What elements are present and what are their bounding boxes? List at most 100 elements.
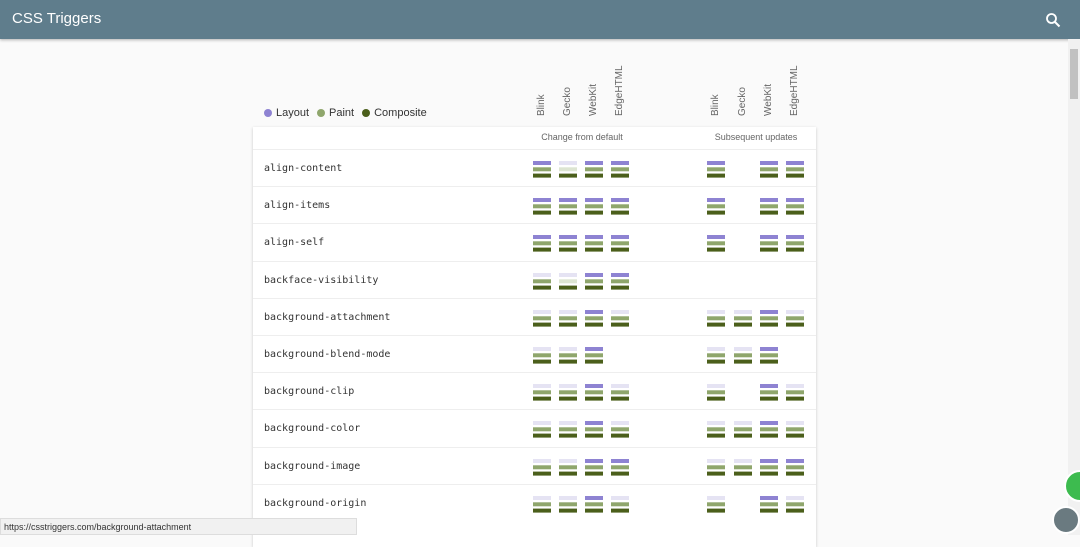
- trigger-stripe: [786, 508, 804, 513]
- trigger-icon: [760, 161, 778, 178]
- trigger-icon: [611, 495, 629, 513]
- trigger-stripe: [585, 353, 603, 358]
- trigger-stripe: [533, 322, 551, 327]
- trigger-icon: [559, 384, 577, 401]
- trigger-table: Change from default Subsequent updates ali…: [253, 127, 816, 547]
- trigger-stripe: [734, 464, 752, 469]
- trigger-stripe: [585, 235, 603, 240]
- trigger-stripe: [734, 309, 752, 314]
- trigger-stripe: [611, 316, 629, 321]
- trigger-stripe: [585, 204, 603, 209]
- trigger-icon: [559, 198, 577, 215]
- trigger-stripe: [585, 322, 603, 327]
- legend-dot: [264, 108, 272, 117]
- trigger-icon: [760, 309, 778, 327]
- trigger-icon: [559, 458, 577, 476]
- trigger-stripe: [707, 458, 725, 463]
- trigger-stripe: [585, 384, 603, 389]
- engine-label: EdgeHTML: [614, 65, 625, 116]
- trigger-stripe: [707, 464, 725, 469]
- trigger-stripe: [585, 210, 603, 215]
- trigger-icon: [786, 309, 804, 327]
- trigger-stripe: [559, 396, 577, 401]
- trigger-stripe: [760, 173, 778, 178]
- trigger-stripe: [734, 421, 752, 426]
- trigger-stripe: [786, 322, 804, 327]
- trigger-icon: [760, 495, 778, 513]
- trigger-icon: [707, 421, 725, 438]
- trigger-icon: [760, 198, 778, 215]
- trigger-stripe: [786, 464, 804, 469]
- legend-dot: [362, 108, 371, 117]
- property-name: align-self: [264, 237, 325, 249]
- trigger-stripe: [760, 316, 778, 321]
- trigger-icon: [786, 235, 804, 252]
- trigger-stripe: [707, 347, 725, 351]
- property-name: background-image: [264, 460, 361, 472]
- trigger-stripe: [559, 278, 577, 283]
- trigger-stripe: [533, 210, 551, 215]
- trigger-stripe: [533, 161, 551, 165]
- trigger-stripe: [786, 421, 804, 426]
- trigger-stripe: [559, 198, 577, 203]
- trigger-stripe: [786, 241, 804, 246]
- trigger-stripe: [533, 204, 551, 209]
- trigger-stripe: [559, 210, 577, 215]
- trigger-stripe: [533, 198, 551, 203]
- property-name: background-blend-mode: [264, 349, 391, 360]
- trigger-stripe: [707, 433, 725, 438]
- trigger-stripe: [533, 235, 551, 240]
- trigger-stripe: [707, 198, 725, 203]
- trigger-stripe: [786, 384, 804, 389]
- trigger-stripe: [707, 384, 725, 389]
- trigger-stripe: [611, 495, 629, 500]
- trigger-stripe: [585, 495, 603, 500]
- trigger-stripe: [585, 421, 603, 426]
- scrollbar[interactable]: [1068, 39, 1080, 535]
- trigger-icon: [734, 309, 752, 327]
- trigger-stripe: [760, 495, 778, 500]
- trigger-stripe: [734, 427, 752, 432]
- trigger-stripe: [533, 464, 551, 469]
- legend-label: Paint: [329, 107, 355, 119]
- trigger-stripe: [611, 278, 629, 283]
- trigger-stripe: [559, 495, 577, 500]
- trigger-icon: [707, 347, 725, 364]
- scroll-thumb[interactable]: [1070, 49, 1078, 99]
- trigger-stripe: [559, 433, 577, 438]
- trigger-icon: [707, 161, 725, 178]
- trigger-icon: [786, 198, 804, 215]
- trigger-stripe: [760, 204, 778, 209]
- trigger-stripe: [559, 390, 577, 395]
- trigger-stripe: [760, 309, 778, 314]
- trigger-stripe: [533, 508, 551, 513]
- trigger-stripe: [611, 433, 629, 438]
- trigger-stripe: [585, 390, 603, 395]
- trigger-stripe: [760, 167, 778, 172]
- avatar[interactable]: [1052, 506, 1080, 535]
- trigger-stripe: [760, 421, 778, 426]
- trigger-stripe: [707, 471, 725, 476]
- trigger-stripe: [559, 347, 577, 351]
- trigger-icon: [585, 495, 603, 513]
- trigger-stripe: [559, 322, 577, 327]
- trigger-stripe: [707, 167, 725, 172]
- trigger-stripe: [786, 167, 804, 172]
- trigger-icon: [707, 458, 725, 476]
- badge[interactable]: [1064, 470, 1080, 502]
- trigger-icon: [585, 235, 603, 252]
- trigger-stripe: [611, 198, 629, 203]
- table-row: backface-visibility: [253, 260, 816, 299]
- trigger-stripe: [559, 502, 577, 507]
- trigger-stripe: [585, 161, 603, 165]
- trigger-stripe: [585, 247, 603, 252]
- trigger-stripe: [786, 198, 804, 203]
- trigger-icon: [559, 495, 577, 513]
- top-bar: CSS Triggers: [0, 0, 1080, 39]
- search-button[interactable]: [1045, 12, 1061, 28]
- status-bar: https://csstriggers.com/background-attac…: [0, 518, 357, 535]
- trigger-stripe: [734, 322, 752, 327]
- trigger-stripe: [611, 464, 629, 469]
- trigger-stripe: [533, 384, 551, 389]
- trigger-icon: [707, 495, 725, 513]
